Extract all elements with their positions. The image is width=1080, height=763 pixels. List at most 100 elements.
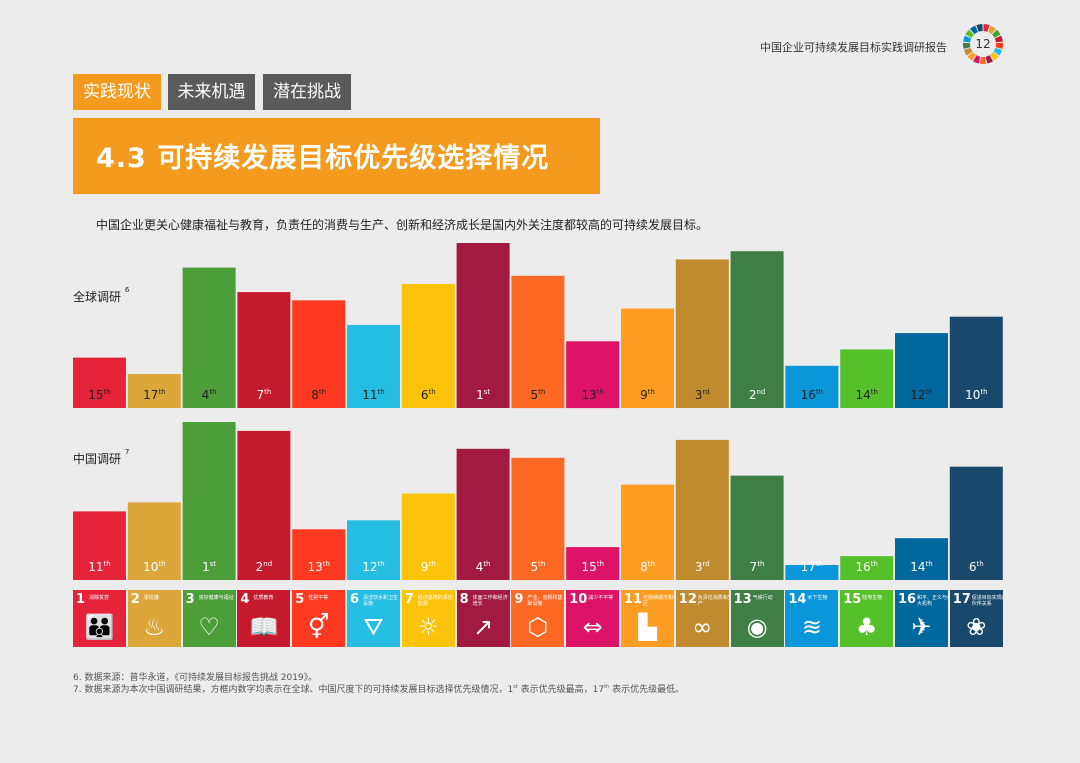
bar-rank-label: 8th [311, 388, 326, 402]
bar-rank-label: 13th [581, 388, 603, 402]
bar-rank-label: 7th [750, 560, 765, 574]
bar-rank-label: 4th [202, 388, 217, 402]
section-banner: 4.3 可持续发展目标优先级选择情况 [73, 118, 600, 194]
bar [73, 511, 126, 580]
sdg-17-icon: 17促进目标实现的伙伴关系 ❀ [949, 590, 1003, 647]
bar-rank-label: 15th [581, 560, 603, 574]
sdg-wheel-segment [976, 24, 983, 32]
sdg-glyph-icon: ◉ [746, 613, 768, 641]
bar-rank-label: 3rd [695, 560, 710, 574]
bar-rank-label: 14th [910, 560, 932, 574]
tab-current-practice[interactable]: 实践现状 [73, 74, 161, 110]
sdg-glyph-icon: ☼ [417, 613, 440, 641]
bar-rank-label: 11th [362, 388, 384, 402]
bar [237, 430, 291, 580]
sdg-number: 5 [295, 592, 305, 607]
bar-rank-label: 15th [88, 388, 110, 402]
sdg-wheel-segment [963, 42, 971, 49]
bar-rank-label: 17th [801, 560, 823, 574]
bar [949, 316, 1003, 408]
sdg-number: 10 [569, 592, 588, 607]
sdg-title: 体面工作和经济增长 [472, 595, 508, 607]
sdg-12-icon: 12负责任消费和生产 ∞ [675, 590, 729, 647]
bar-rank-label: 3rd [695, 388, 710, 402]
sdg-glyph-icon: ❀ [966, 613, 987, 641]
bar [621, 308, 674, 408]
bar-rank-label: 17th [143, 388, 165, 402]
footnote-7: 7. 数据来源为本次中国调研结果，方框内数字均表示在全球、中国尺度下的可持续发展… [73, 684, 685, 695]
sdg-number: 17 [952, 592, 971, 607]
sdg-number: 1 [76, 592, 86, 607]
sdg-wheel-segment [995, 42, 1003, 49]
sdg-number: 7 [404, 592, 414, 607]
bar-rank-label: 2nd [749, 388, 766, 402]
sdg-number: 12 [678, 592, 697, 607]
bar [949, 466, 1003, 580]
sdg-wheel-segment [967, 52, 976, 61]
sdg-title: 消除贫穷 [89, 595, 110, 601]
bar [895, 538, 948, 580]
sdg-title: 产业、创新和基础设施 [527, 595, 563, 607]
bar-rank-label: 11th [88, 560, 110, 574]
china-survey-label: 中国调研 7 [73, 448, 130, 466]
sdg-10-icon: 10 减少不平等 ⇔ [566, 590, 620, 647]
bar [237, 292, 291, 408]
bar [730, 251, 784, 408]
sdg-title: 陆地生物 [862, 595, 883, 601]
bar-rank-label: 5th [530, 560, 545, 574]
sdg-number: 9 [514, 592, 524, 607]
bar [785, 365, 839, 408]
bar [182, 267, 236, 408]
sdg-glyph-icon: 📖 [248, 613, 279, 641]
sdg-wheel-segment [972, 55, 981, 64]
bar [127, 502, 181, 580]
sdg-number: 13 [733, 592, 752, 607]
global-survey-label: 全球调研 6 [73, 286, 130, 304]
sdg-number: 2 [130, 592, 140, 607]
bar-rank-label: 16th [801, 388, 823, 402]
sdg-wheel-segment [963, 47, 973, 56]
bar [401, 493, 455, 580]
intro-text: 中国企业更关心健康福祉与教育，负责任的消费与生产、创新和经济成长是国内外关注度都… [96, 218, 709, 232]
sdg-8-icon: 8 体面工作和经济增长 ↗ [456, 590, 510, 647]
sdg-number: 4 [240, 592, 250, 607]
bar [840, 349, 894, 408]
bar [840, 556, 894, 580]
tab-future-opportunities[interactable]: 未来机遇 [168, 74, 255, 110]
bar [895, 333, 948, 408]
sdg-wheel-segment [992, 29, 1001, 38]
sdg-2-icon: 2 零饥饿 ♨ [127, 590, 181, 647]
bar-rank-label: 16th [855, 560, 877, 574]
bar-rank-label: 10th [965, 388, 987, 402]
bar [675, 259, 729, 408]
bar-rank-label: 4th [476, 560, 491, 574]
sdg-glyph-icon: ↗ [473, 613, 494, 641]
bar [566, 341, 620, 409]
sdg-11-icon: 11可持续城市和社区 ▙ [621, 590, 674, 647]
bar-rank-label: 7th [256, 388, 271, 402]
sdg-title: 气候行动 [752, 595, 773, 601]
sdg-wheel-segment [969, 25, 978, 35]
bar-rank-label: 12th [362, 560, 384, 574]
sdg-number: 15 [843, 592, 862, 607]
sdg-title: 清洁饮水和卫生设施 [363, 595, 399, 607]
sdg-title: 经济适用的清洁能源 [417, 595, 453, 607]
sdg-number: 3 [185, 592, 195, 607]
footnote-6: 6. 数据来源：普华永道，《可持续发展目标报告挑战 2019》。 [73, 673, 318, 683]
sdg-number: 8 [459, 592, 469, 607]
sdg-6-icon: 6 清洁饮水和卫生设施 ⛛ [347, 590, 400, 647]
sdg-wheel-segment [993, 47, 1003, 56]
sdg-9-icon: 9 产业、创新和基础设施 ⬡ [511, 590, 565, 647]
bar-rank-label: 1st [476, 388, 490, 402]
sdg-glyph-icon: ∞ [692, 613, 713, 641]
sdg-glyph-icon: ♨ [143, 613, 166, 641]
bar [456, 243, 510, 408]
bar-rank-label: 13th [307, 560, 329, 574]
bar [566, 547, 620, 580]
sdg-wheel-icon [963, 24, 1003, 64]
tab-potential-challenges[interactable]: 潜在挑战 [263, 74, 351, 110]
sdg-wheel-segment [990, 52, 999, 61]
sdg-glyph-icon: ♣ [855, 613, 878, 641]
bar-rank-label: 10th [143, 560, 165, 574]
